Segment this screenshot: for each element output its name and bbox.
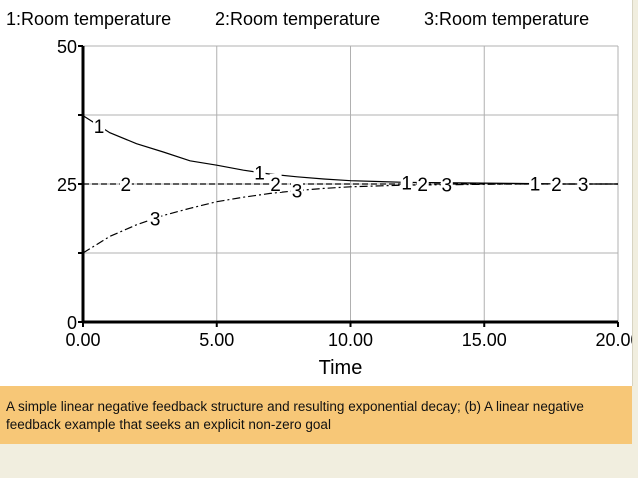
series-marker-1: 1 <box>401 173 412 194</box>
series-marker-1: 1 <box>254 164 265 185</box>
series-marker-2: 2 <box>270 175 281 196</box>
y-tick-label: 0 <box>67 313 77 333</box>
series-marker-1: 1 <box>530 175 541 196</box>
series-marker-bg <box>577 174 590 192</box>
series-marker-bg <box>253 162 266 181</box>
series-marker-bg <box>119 174 132 192</box>
series-marker-bg <box>269 174 282 192</box>
series-marker-bg <box>149 208 162 227</box>
x-tick-label: 15.00 <box>462 330 507 350</box>
series-marker-bg <box>550 174 563 192</box>
caption-bar: A simple linear negative feedback struct… <box>0 386 632 444</box>
series-line-1 <box>82 115 618 185</box>
x-tick-label: 5.00 <box>199 330 234 350</box>
series-marker-2: 2 <box>417 175 428 196</box>
series-line-3 <box>82 183 618 254</box>
series-marker-1: 1 <box>94 117 105 138</box>
series-marker-2: 2 <box>121 175 132 196</box>
legend-entry-3: 3:Room temperature <box>424 9 589 29</box>
series-marker-bg <box>416 174 429 192</box>
series-marker-bg <box>291 180 303 199</box>
chart-panel: 1:Room temperature 2:Room temperature 3:Ro… <box>0 0 633 386</box>
x-tick-label: 10.00 <box>328 330 373 350</box>
series-marker-3: 3 <box>292 182 303 203</box>
caption-text: A simple linear negative feedback struct… <box>6 399 584 432</box>
series-marker-bg <box>440 174 453 193</box>
series-marker-3: 3 <box>578 175 589 196</box>
y-tick-label: 25 <box>57 175 77 195</box>
series-marker-3: 3 <box>442 176 453 197</box>
y-tick-label: 50 <box>57 37 77 57</box>
legend-entry-2: 2:Room temperature <box>215 9 380 29</box>
series-marker-bg <box>93 115 106 134</box>
series-marker-3: 3 <box>150 209 161 230</box>
x-tick-label: 20.00 <box>595 330 632 350</box>
line-chart: 1:Room temperature 2:Room temperature 3:Ro… <box>6 9 632 379</box>
series-marker-bg <box>400 172 413 191</box>
x-tick-label: 0.00 <box>65 330 100 350</box>
series-marker-2: 2 <box>551 175 562 196</box>
series-marker-bg <box>529 173 542 192</box>
x-axis-label: Time <box>319 357 363 379</box>
legend-entry-1: 1:Room temperature <box>6 9 171 29</box>
